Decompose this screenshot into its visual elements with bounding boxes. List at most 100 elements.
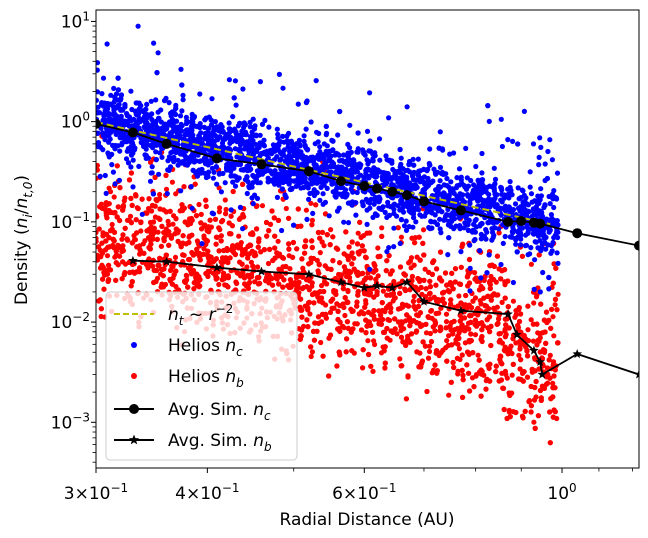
helios-nb-point: [529, 366, 535, 372]
helios-nb-point: [516, 352, 522, 358]
helios-nb-point: [410, 298, 416, 304]
helios-nb-point: [147, 246, 153, 252]
helios-nb-point: [409, 278, 415, 284]
helios-nb-point: [550, 359, 557, 365]
helios-nb-point: [324, 232, 330, 238]
helios-nc-point: [164, 191, 170, 197]
helios-nc-point: [426, 224, 432, 231]
helios-nc-point: [390, 166, 396, 173]
helios-nc-point: [290, 143, 296, 149]
helios-nb-point: [460, 394, 466, 400]
helios-nb-point: [230, 188, 236, 195]
helios-nb-point: [472, 276, 478, 282]
helios-nb-point: [363, 254, 369, 260]
helios-nc-point: [364, 207, 370, 213]
helios-nc-point: [448, 179, 454, 185]
helios-nc-point: [364, 128, 371, 134]
helios-nc-point: [524, 201, 530, 207]
helios-nb-point: [346, 244, 352, 250]
helios-nb-point: [405, 303, 412, 309]
helios-nb-point: [342, 267, 349, 273]
helios-nc-point: [413, 219, 419, 225]
helios-nb-point: [347, 278, 353, 285]
helios-nb-point: [166, 232, 172, 238]
helios-nb-point: [133, 217, 139, 223]
helios-nb-point: [138, 228, 144, 234]
helios-nb-point: [485, 293, 491, 299]
helios-nb-point: [392, 316, 398, 322]
helios-nc-point: [473, 216, 479, 223]
helios-nc-point: [489, 226, 495, 232]
helios-nb-point: [502, 334, 508, 340]
helios-nb-point: [531, 300, 537, 306]
helios-nb-point: [476, 357, 482, 363]
helios-nb-point: [455, 333, 461, 339]
helios-nb-point: [309, 244, 315, 251]
helios-nb-point: [434, 266, 440, 272]
helios-nc-point: [244, 139, 250, 145]
helios-nc-point: [308, 119, 314, 125]
helios-nb-point: [122, 225, 128, 231]
helios-nc-point: [354, 189, 360, 196]
helios-nb-point: [213, 241, 219, 247]
helios-nb-point: [383, 305, 389, 311]
helios-nb-point: [443, 325, 449, 331]
helios-nb-point: [206, 269, 213, 275]
helios-nc-point: [254, 146, 260, 152]
helios-nb-point: [473, 372, 480, 378]
helios-nb-point: [246, 251, 252, 257]
helios-nb-point: [315, 229, 321, 236]
helios-nc-point: [404, 174, 410, 180]
helios-nc-point: [205, 174, 211, 180]
helios-nb-point: [452, 266, 459, 272]
helios-nb-point: [483, 386, 489, 392]
helios-nc-point: [522, 243, 529, 249]
helios-nc-point: [147, 178, 154, 184]
helios-nb-point: [478, 393, 484, 399]
helios-nb-point: [328, 266, 334, 272]
helios-nb-point: [100, 276, 106, 282]
helios-nc-point: [458, 249, 464, 255]
helios-nc-point: [117, 148, 123, 154]
helios-nc-point: [123, 156, 130, 162]
helios-nb-point: [346, 274, 353, 281]
helios-nb-point: [536, 252, 542, 258]
helios-nc-point: [484, 229, 490, 235]
helios-nb-point: [146, 206, 152, 212]
helios-nc-point: [510, 279, 516, 286]
helios-nc-point: [502, 233, 508, 240]
helios-nb-point: [323, 315, 329, 321]
helios-nb-point: [472, 270, 478, 276]
helios-nb-point: [536, 338, 542, 344]
helios-nb-point: [555, 291, 561, 297]
helios-nb-point: [499, 299, 505, 305]
helios-nc-point: [372, 153, 378, 159]
helios-nc-point: [233, 102, 239, 108]
helios-nb-point: [127, 269, 133, 276]
helios-nb-point: [362, 291, 368, 297]
helios-nb-point: [408, 331, 415, 337]
helios-nb-point: [555, 340, 561, 346]
helios-nb-point: [363, 298, 369, 304]
helios-nc-point: [133, 100, 139, 106]
helios-nb-point: [359, 243, 365, 249]
helios-nb-point: [432, 318, 438, 324]
helios-nb-point: [443, 311, 450, 317]
helios-nc-point: [208, 122, 215, 128]
helios-nc-point: [308, 154, 314, 160]
helios-nb-point: [117, 185, 123, 191]
helios-nb-point: [547, 352, 553, 358]
helios-nb-point: [478, 283, 484, 290]
helios-nc-point: [189, 205, 195, 211]
helios-nb-point: [434, 348, 440, 354]
helios-nc-point: [376, 136, 383, 142]
helios-nc-point: [197, 91, 203, 97]
helios-nb-point: [295, 284, 301, 290]
helios-nb-point: [478, 301, 484, 307]
helios-nb-point: [358, 234, 364, 240]
helios-nb-point: [523, 344, 529, 350]
helios-nc-point: [537, 289, 543, 295]
helios-nb-point: [409, 273, 415, 280]
helios-nb-point: [194, 282, 200, 288]
helios-nb-point: [525, 303, 531, 309]
